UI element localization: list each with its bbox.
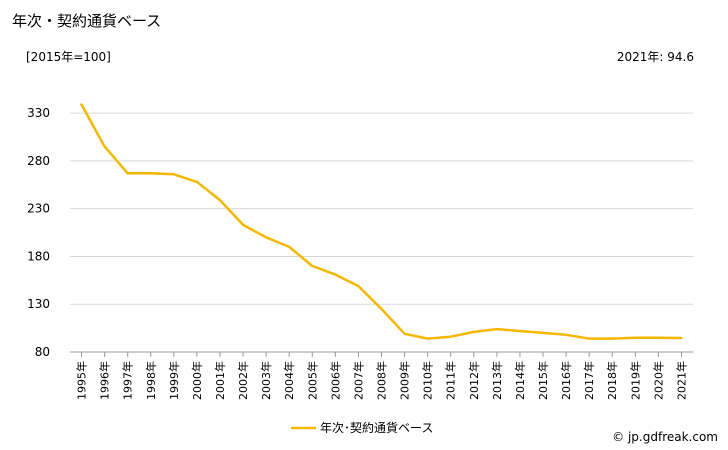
unit-label: [2015年=100]: [26, 50, 111, 64]
x-tick-label: 2007年: [351, 361, 365, 400]
x-tick-label: 2019年: [628, 361, 642, 400]
x-tick-label: 2004年: [282, 361, 296, 400]
y-tick-label: 280: [27, 154, 50, 168]
y-axis-ticks: 80 130 180 230 280 330: [27, 106, 50, 359]
x-tick-label: 2002年: [236, 361, 250, 400]
x-tick-label: 1997年: [121, 361, 135, 400]
x-tick-label: 2016年: [559, 361, 573, 400]
x-tick-label: 1998年: [144, 361, 158, 400]
x-axis-ticks: 1995年 1996年 1997年 1998年 1999年 2000年 2001年 2002年…: [75, 352, 688, 400]
x-tick-label: 2012年: [467, 361, 481, 400]
x-tick-label: 2000年: [190, 361, 204, 400]
chart-title: 年次・契約通貨ベース: [12, 12, 162, 30]
grid-lines: [70, 112, 693, 353]
x-tick-label: 2011年: [444, 361, 458, 400]
x-tick-label: 2021年: [674, 361, 688, 400]
x-tick-label: 2020年: [651, 361, 665, 400]
x-tick-label: 2014年: [513, 361, 527, 400]
y-tick-label: 180: [27, 249, 50, 263]
series-lines: [80, 103, 683, 340]
x-tick-label: 2003年: [259, 361, 273, 400]
x-tick-label: 2017年: [582, 361, 596, 400]
x-tick-label: 2010年: [421, 361, 435, 400]
x-tick-label: 2005年: [305, 361, 319, 400]
x-tick-label: 2006年: [328, 361, 342, 400]
legend-label: 年次･契約通貨ベース: [320, 420, 433, 435]
x-tick-label: 2008年: [375, 361, 389, 400]
x-tick-label: 1999年: [167, 361, 181, 400]
x-tick-label: 2001年: [213, 361, 227, 400]
x-tick-label: 1996年: [98, 361, 112, 400]
x-tick-label: 2009年: [398, 361, 412, 400]
y-tick-label: 130: [27, 297, 50, 311]
x-tick-label: 1995年: [75, 361, 89, 400]
source-credit: © jp.gdfreak.com: [612, 430, 718, 444]
x-tick-label: 2018年: [605, 361, 619, 400]
y-tick-label: 230: [27, 202, 50, 216]
x-tick-label: 2013年: [490, 361, 504, 400]
y-tick-label: 80: [35, 345, 50, 359]
x-tick-label: 2015年: [536, 361, 550, 400]
y-tick-label: 330: [27, 106, 50, 120]
legend: 年次･契約通貨ベース: [291, 420, 433, 435]
series-line: [80, 103, 683, 340]
latest-value-label: 2021年: 94.6: [616, 50, 694, 64]
